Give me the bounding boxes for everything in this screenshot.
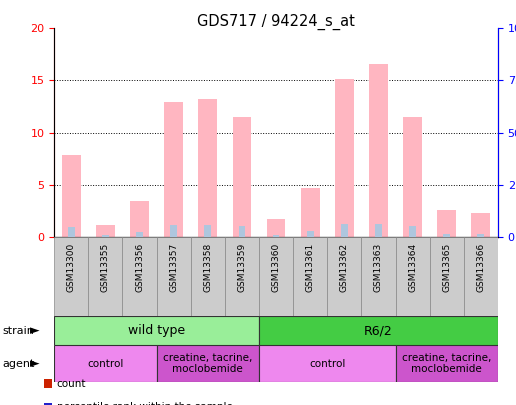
Bar [259,345,396,382]
Bar [156,237,191,316]
Text: count: count [57,379,86,389]
Text: GSM13365: GSM13365 [442,243,451,292]
Text: GSM13362: GSM13362 [340,243,349,292]
Text: GSM13357: GSM13357 [169,243,178,292]
Bar [233,117,251,237]
Bar [301,188,319,237]
Bar [170,225,177,237]
Bar [472,213,490,237]
Bar [62,155,80,237]
Text: percentile rank within the sample: percentile rank within the sample [57,403,233,405]
Bar [396,345,498,382]
Text: GSM13300: GSM13300 [67,243,76,292]
Bar [88,237,122,316]
Bar [375,224,382,237]
Bar [54,237,88,316]
Text: GSM13363: GSM13363 [374,243,383,292]
Text: GSM13358: GSM13358 [203,243,212,292]
Text: wild type: wild type [128,324,185,337]
Bar [259,237,293,316]
Bar [267,219,285,237]
Bar [464,237,498,316]
Text: GSM13361: GSM13361 [305,243,315,292]
Bar [198,99,217,237]
Bar [293,237,327,316]
Bar [403,117,422,237]
Text: ►: ► [30,324,40,337]
Text: ►: ► [30,357,40,370]
Bar [68,227,75,237]
Bar [341,224,348,237]
Text: GSM13366: GSM13366 [476,243,486,292]
Bar [54,345,156,382]
Text: creatine, tacrine,
moclobemide: creatine, tacrine, moclobemide [163,353,252,375]
Bar [477,234,485,237]
Text: GDS717 / 94224_s_at: GDS717 / 94224_s_at [197,14,355,30]
Bar [361,237,396,316]
Bar [369,64,388,237]
Bar [204,226,211,237]
Text: GSM13359: GSM13359 [237,243,247,292]
Bar [136,232,143,237]
Bar [96,226,115,237]
Text: GSM13356: GSM13356 [135,243,144,292]
Text: creatine, tacrine,
moclobemide: creatine, tacrine, moclobemide [402,353,491,375]
Bar [335,79,354,237]
Text: GSM13355: GSM13355 [101,243,110,292]
Bar [130,201,149,237]
Text: agent: agent [3,359,35,369]
Bar [259,316,498,345]
Bar [307,231,314,237]
Bar [191,237,225,316]
Bar [122,237,156,316]
Bar [430,237,464,316]
Text: GSM13360: GSM13360 [271,243,281,292]
Text: control: control [87,359,123,369]
Text: control: control [309,359,345,369]
Bar [438,210,456,237]
Bar [272,234,280,237]
Bar [102,234,109,237]
Bar [225,237,259,316]
Text: GSM13364: GSM13364 [408,243,417,292]
Text: R6/2: R6/2 [364,324,393,337]
Bar [409,226,416,237]
Bar [443,234,450,237]
Bar [327,237,361,316]
Bar [238,226,245,237]
Bar [396,237,430,316]
Bar [54,316,259,345]
Bar [164,102,183,237]
Bar [156,345,259,382]
Text: strain: strain [3,326,35,336]
